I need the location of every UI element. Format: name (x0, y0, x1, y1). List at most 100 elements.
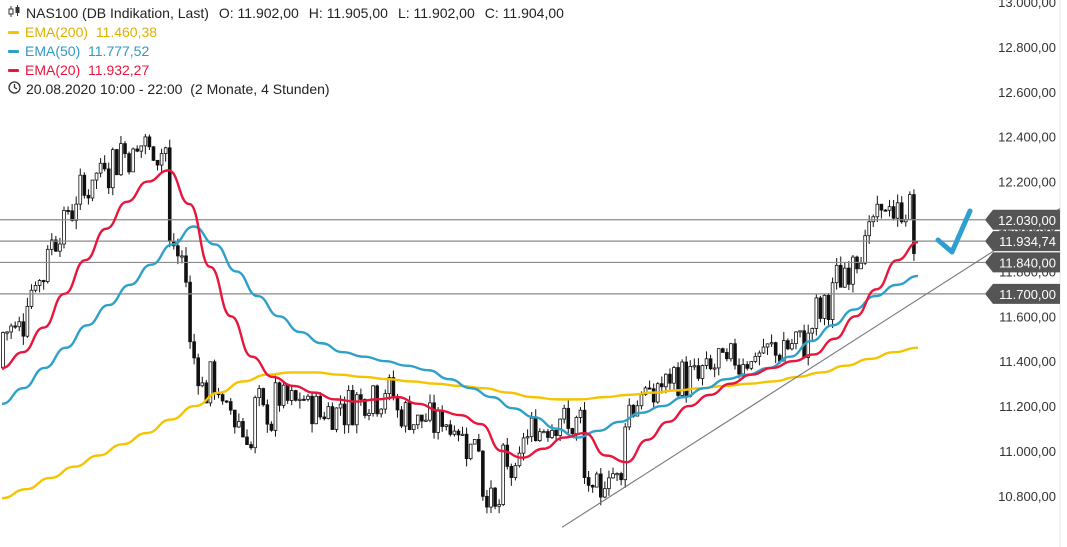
candle-body (424, 419, 428, 422)
candle-body (212, 361, 217, 394)
candle-body (895, 202, 900, 219)
candle-body (668, 373, 672, 384)
candle-body (330, 406, 335, 430)
candle-body (208, 361, 213, 404)
candle-body (660, 383, 664, 388)
candle-body (566, 407, 571, 429)
candle-body (586, 477, 591, 486)
ema200-swatch (8, 31, 19, 34)
candle-body (41, 280, 46, 283)
candle-body (753, 356, 758, 362)
candle-body (9, 325, 13, 333)
candle-body (379, 408, 383, 415)
candle-body (1, 332, 5, 369)
candle-body (607, 477, 611, 490)
price-badge-label: 11.700,00 (999, 287, 1056, 302)
candle-body (664, 373, 668, 388)
candle-body (773, 342, 778, 356)
candle-body (672, 367, 676, 384)
candle-body (688, 366, 693, 397)
candle-body (265, 404, 270, 425)
candle-body (875, 203, 880, 218)
ascending-trendline[interactable] (561, 208, 1061, 528)
candle-body (619, 473, 623, 481)
candle-body (513, 465, 518, 478)
candle-body (594, 473, 599, 488)
legend-period-row: 20.08.2020 10:00 - 22:00 (2 Monate, 4 St… (8, 80, 564, 99)
candle-body (428, 402, 432, 421)
candle-body (363, 399, 367, 416)
ema200-value: 11.460,38 (95, 24, 158, 40)
candle-body (684, 361, 688, 397)
candle-body (562, 407, 566, 420)
candle-body (476, 438, 481, 452)
candle-body (70, 210, 74, 221)
ema20-label: EMA(20) (25, 62, 81, 78)
candle-body (769, 342, 774, 345)
candle-body (891, 206, 896, 219)
candle-body (725, 352, 729, 360)
candle-body (838, 264, 843, 288)
candle-body (5, 331, 9, 334)
candle-body (867, 221, 871, 237)
candle-body (887, 206, 892, 211)
y-tick-label: 12.800,00 (998, 40, 1056, 55)
candle-body (452, 430, 457, 435)
candle-body (716, 348, 721, 369)
close-label: C: (484, 5, 499, 21)
ema50-swatch (8, 50, 19, 53)
y-tick-label: 11.600,00 (999, 309, 1056, 324)
candle-body (590, 484, 595, 488)
candle-body (700, 365, 705, 379)
candle-body (318, 395, 322, 418)
candle-body (13, 325, 18, 328)
candle-body (180, 255, 184, 258)
candle-body (289, 390, 294, 401)
ema50-line (1, 225, 919, 439)
candle-body (350, 390, 355, 426)
candle-body (493, 487, 497, 507)
candle-body (123, 143, 127, 155)
candle-body (440, 410, 444, 427)
candle-body (314, 395, 318, 425)
candle-body (517, 452, 522, 467)
candle-body (399, 409, 404, 427)
candle-body (298, 398, 302, 401)
candle-body (542, 431, 546, 434)
legend-ema200[interactable]: EMA(200) 11.460,38 (8, 23, 564, 42)
y-tick-label: 10.800,00 (998, 489, 1056, 504)
candle-body (188, 281, 192, 343)
candle-body (509, 466, 514, 478)
candle-body (306, 395, 310, 400)
candle-body (196, 357, 201, 387)
horizontal-price-levels[interactable] (0, 219, 985, 295)
candle-body (17, 321, 22, 328)
candle-body (237, 421, 241, 428)
candle-body (814, 297, 819, 329)
candle-body (415, 414, 420, 426)
price-badge-label: 11.934,74 (999, 234, 1056, 249)
candle-body (334, 407, 339, 430)
candle-body (676, 367, 680, 396)
candle-body (131, 148, 135, 173)
candle-body (102, 162, 107, 170)
candle-body (403, 402, 408, 427)
price-badge (985, 283, 1060, 304)
candle-body (245, 436, 249, 445)
candle-body (485, 495, 489, 508)
legend-ema50[interactable]: EMA(50) 11.777,52 (8, 42, 564, 61)
candle-body (163, 147, 168, 154)
symbol-name: NAS100 (DB Indikation, Last) (26, 5, 209, 21)
candle-body (310, 395, 314, 425)
legend-ema20[interactable]: EMA(20) 11.932,27 (8, 61, 564, 80)
candle-body (66, 210, 70, 213)
candle-body (37, 280, 42, 286)
y-tick-label: 12.400,00 (998, 130, 1056, 145)
candle-body (810, 328, 815, 334)
y-tick-label: 12.600,00 (998, 85, 1056, 100)
candle-body (647, 387, 652, 390)
candle-body (741, 364, 745, 375)
candle-body (525, 436, 530, 439)
candle-body (54, 239, 58, 252)
